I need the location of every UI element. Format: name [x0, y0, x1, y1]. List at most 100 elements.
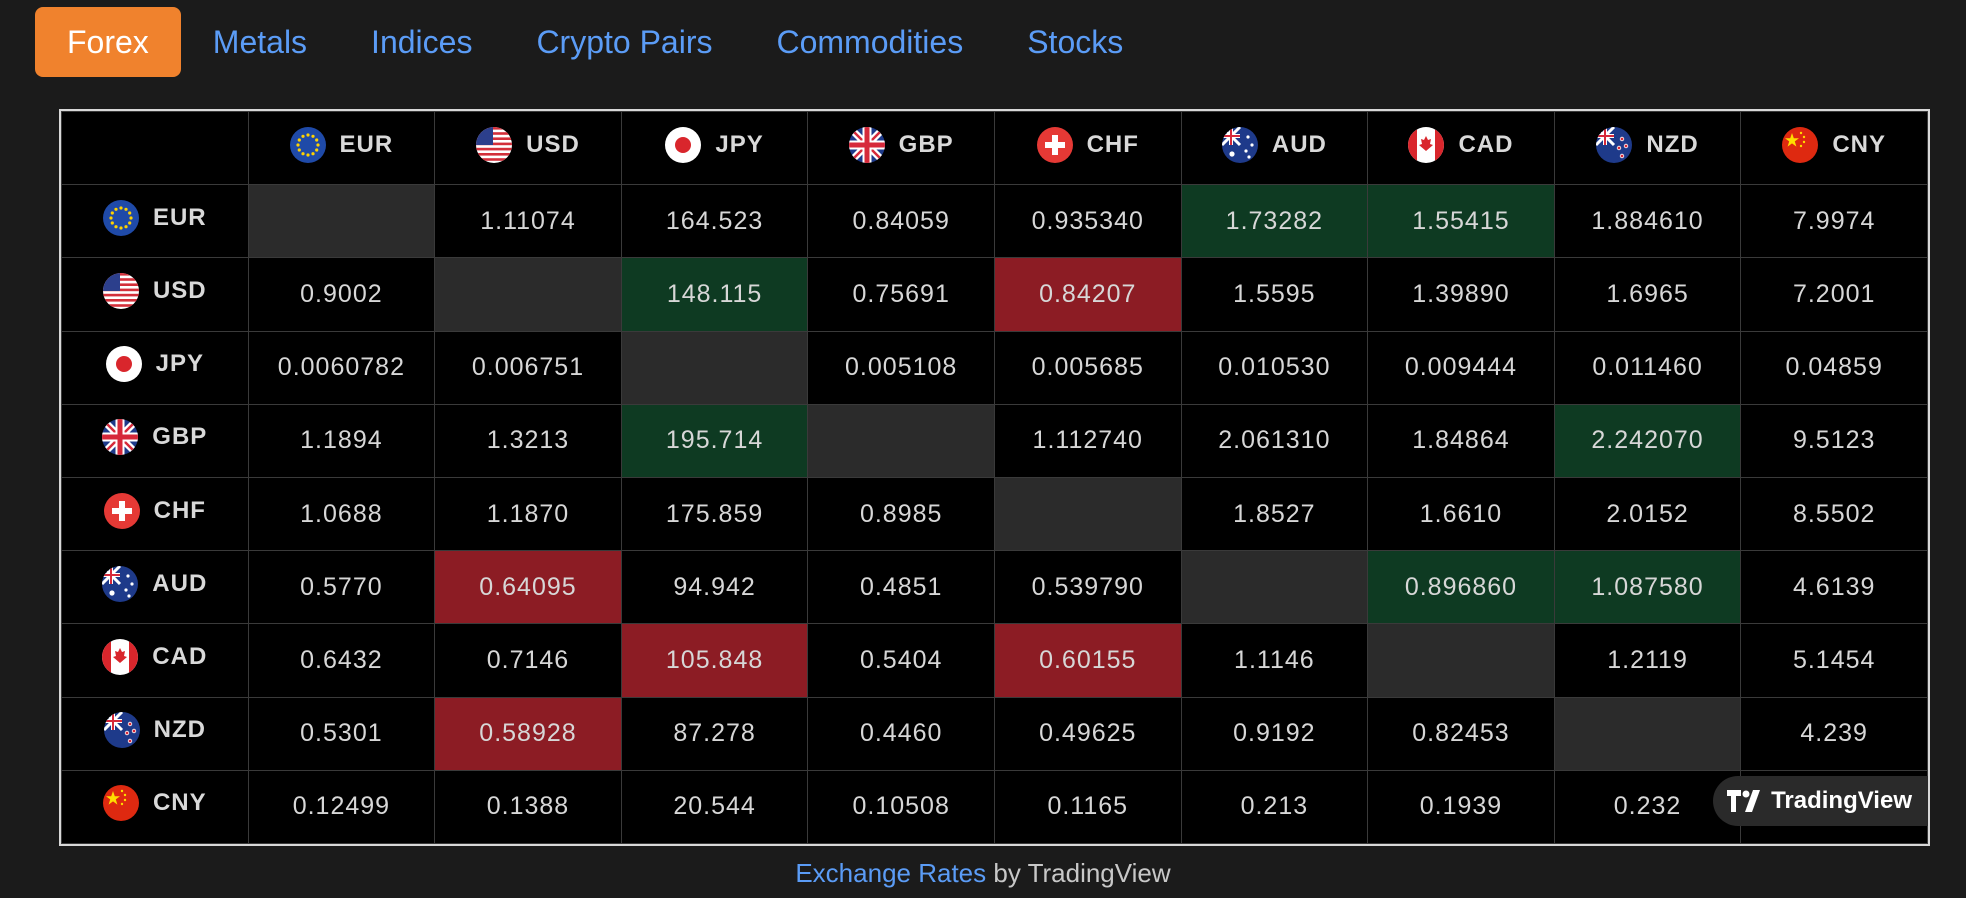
row-header-cad[interactable]: CAD [61, 623, 249, 698]
rate-cell[interactable]: 1.11074 [434, 184, 622, 259]
tab-stocks[interactable]: Stocks [1027, 23, 1124, 60]
column-header-cny[interactable]: CNY [1740, 110, 1928, 186]
rate-cell[interactable]: 164.523 [620, 184, 809, 259]
row-header-jpy[interactable]: JPY [61, 330, 249, 405]
rate-cell[interactable]: 20.544 [620, 769, 809, 845]
rate-cell[interactable]: 0.0060782 [247, 330, 436, 405]
rate-cell[interactable]: 2.242070 [1553, 403, 1742, 478]
rate-cell[interactable]: 0.1388 [434, 769, 622, 845]
row-header-usd[interactable]: USD [61, 257, 249, 332]
exchange-rates-link[interactable]: Exchange Rates [795, 858, 987, 888]
column-header-jpy[interactable]: JPY [620, 110, 809, 186]
row-header-cny[interactable]: CNY [61, 769, 249, 845]
row-header-nzd[interactable]: NZD [61, 696, 249, 771]
rate-cell[interactable]: 1.112740 [993, 403, 1182, 478]
rate-cell[interactable]: 0.539790 [993, 550, 1182, 625]
rate-cell[interactable]: 0.010530 [1180, 330, 1369, 405]
rate-cell[interactable]: 0.6432 [247, 623, 436, 698]
rate-cell[interactable]: 0.006751 [434, 330, 622, 405]
rate-cell [434, 257, 622, 332]
rate-cell[interactable]: 1.1146 [1180, 623, 1369, 698]
rate-cell[interactable]: 1.39890 [1367, 257, 1555, 332]
rate-cell[interactable]: 1.0688 [247, 476, 436, 552]
rate-cell[interactable]: 0.011460 [1553, 330, 1742, 405]
rate-cell[interactable]: 1.1894 [247, 403, 436, 478]
rate-cell[interactable]: 0.5770 [247, 550, 436, 625]
rate-cell[interactable]: 0.213 [1180, 769, 1369, 845]
rate-cell[interactable]: 0.5404 [807, 623, 995, 698]
rate-cell[interactable]: 0.12499 [247, 769, 436, 845]
rate-cell[interactable]: 0.935340 [993, 184, 1182, 259]
rate-cell[interactable]: 1.087580 [1553, 550, 1742, 625]
rate-cell[interactable]: 0.82453 [1367, 696, 1555, 771]
rate-cell[interactable]: 7.2001 [1740, 257, 1928, 332]
rate-cell[interactable]: 94.942 [620, 550, 809, 625]
row-header-eur[interactable]: EUR [61, 184, 249, 259]
column-header-gbp[interactable]: GBP [807, 110, 995, 186]
tab-metals[interactable]: Metals [212, 23, 308, 60]
tab-indices[interactable]: Indices [371, 23, 473, 60]
rate-cell[interactable]: 0.60155 [993, 623, 1182, 698]
rate-cell[interactable]: 1.6965 [1553, 257, 1742, 332]
rate-cell[interactable]: 0.49625 [993, 696, 1182, 771]
rate-cell[interactable]: 0.8985 [807, 476, 995, 552]
rate-cell[interactable]: 105.848 [620, 623, 809, 698]
rate-cell[interactable]: 0.005108 [807, 330, 995, 405]
rate-cell[interactable]: 0.1939 [1367, 769, 1555, 845]
rate-cell[interactable]: 148.115 [620, 257, 809, 332]
rate-cell[interactable]: 0.4460 [807, 696, 995, 771]
column-header-cad[interactable]: CAD [1367, 110, 1555, 186]
rate-cell[interactable]: 0.005685 [993, 330, 1182, 405]
rate-cell[interactable]: 1.5595 [1180, 257, 1369, 332]
tab-forex[interactable]: Forex [35, 7, 181, 77]
rate-cell[interactable]: 1.1870 [434, 476, 622, 552]
rate-cell[interactable]: 0.10508 [807, 769, 995, 845]
rate-cell[interactable]: 0.4851 [807, 550, 995, 625]
column-header-aud[interactable]: AUD [1180, 110, 1369, 186]
tab-crypto-pairs[interactable]: Crypto Pairs [536, 23, 713, 60]
rate-cell[interactable]: 0.64095 [434, 550, 622, 625]
rate-cell[interactable]: 4.6139 [1740, 550, 1928, 625]
rate-cell[interactable]: 0.009444 [1367, 330, 1555, 405]
rate-cell[interactable]: 0.75691 [807, 257, 995, 332]
rate-cell[interactable]: 0.5301 [247, 696, 436, 771]
column-header-chf[interactable]: CHF [993, 110, 1182, 186]
rate-cell[interactable]: 1.2119 [1553, 623, 1742, 698]
rate-cell[interactable]: 1.55415 [1367, 184, 1555, 259]
rate-cell[interactable]: 1.6610 [1367, 476, 1555, 552]
rate-cell[interactable]: 0.04859 [1740, 330, 1928, 405]
tradingview-badge[interactable]: TradingView [1713, 776, 1928, 826]
rate-cell[interactable]: 4.239 [1740, 696, 1928, 771]
column-header-content: CNY [1782, 126, 1886, 163]
column-header-nzd[interactable]: NZD [1553, 110, 1742, 186]
rate-cell[interactable]: 0.7146 [434, 623, 622, 698]
rate-cell[interactable]: 8.5502 [1740, 476, 1928, 552]
column-header-eur[interactable]: EUR [247, 110, 436, 186]
row-header-gbp[interactable]: GBP [61, 403, 249, 478]
rate-cell[interactable]: 1.3213 [434, 403, 622, 478]
rate-cell[interactable]: 1.84864 [1367, 403, 1555, 478]
rate-cell[interactable]: 1.8527 [1180, 476, 1369, 552]
rate-cell[interactable]: 87.278 [620, 696, 809, 771]
rate-cell[interactable]: 7.9974 [1740, 184, 1928, 259]
row-header-aud[interactable]: AUD [61, 550, 249, 625]
rate-cell[interactable]: 195.714 [620, 403, 809, 478]
rate-cell[interactable]: 2.061310 [1180, 403, 1369, 478]
rate-cell[interactable]: 9.5123 [1740, 403, 1928, 478]
rate-cell[interactable]: 0.1165 [993, 769, 1182, 845]
rate-cell[interactable]: 0.84059 [807, 184, 995, 259]
rate-cell[interactable]: 0.58928 [434, 696, 622, 771]
rate-cell[interactable]: 1.73282 [1180, 184, 1369, 259]
rate-cell[interactable]: 0.9192 [1180, 696, 1369, 771]
rate-cell[interactable]: 0.896860 [1367, 550, 1555, 625]
rate-cell[interactable]: 0.84207 [993, 257, 1182, 332]
rate-cell[interactable]: 0.232 [1553, 769, 1742, 845]
rate-cell[interactable]: 1.884610 [1553, 184, 1742, 259]
rate-cell[interactable]: 175.859 [620, 476, 809, 552]
tab-commodities[interactable]: Commodities [776, 23, 964, 60]
column-header-usd[interactable]: USD [434, 110, 622, 186]
rate-cell[interactable]: 5.1454 [1740, 623, 1928, 698]
rate-cell[interactable]: 0.9002 [247, 257, 436, 332]
rate-cell[interactable]: 2.0152 [1553, 476, 1742, 552]
row-header-chf[interactable]: CHF [61, 476, 249, 552]
